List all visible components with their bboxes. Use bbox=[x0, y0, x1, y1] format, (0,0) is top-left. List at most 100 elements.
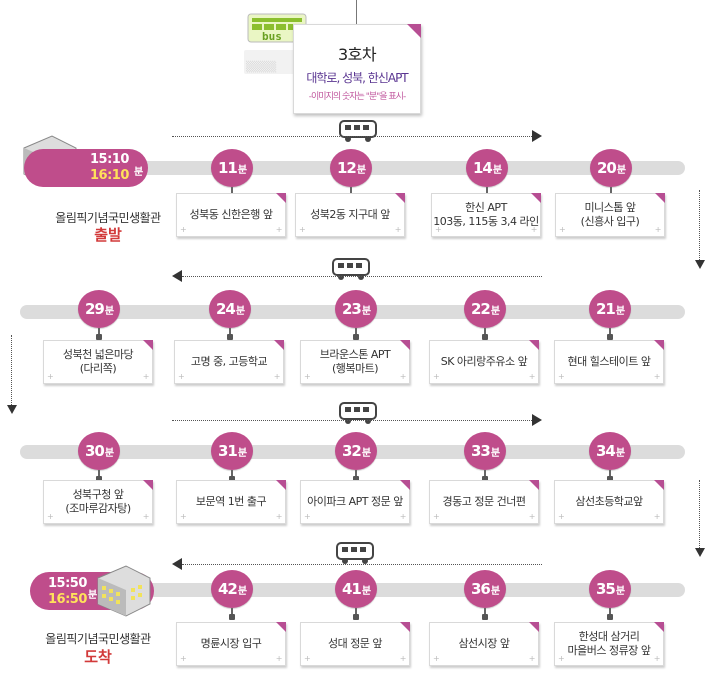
card-fold-corner bbox=[276, 193, 286, 203]
stop-label-card: 브라운스톤 APT (행복마트) + + bbox=[300, 340, 410, 384]
stop-minutes-unit: 분 bbox=[237, 164, 247, 176]
plus-mark-icon: + bbox=[304, 372, 311, 381]
plus-mark-icon: + bbox=[178, 372, 185, 381]
stop-minutes: 14 bbox=[472, 159, 493, 177]
departure-time-1: 15:10 bbox=[90, 152, 129, 167]
plus-mark-icon: + bbox=[653, 512, 661, 521]
plus-mark-icon: + bbox=[275, 654, 283, 663]
stop-stem bbox=[484, 328, 486, 335]
arrival-time-1: 15:50 bbox=[48, 576, 87, 591]
bus-sign-text: bus bbox=[262, 30, 282, 43]
stop-minutes-unit: 분 bbox=[361, 585, 371, 597]
route-description: 대학로, 성북, 한신APT bbox=[306, 71, 408, 85]
stop-stem bbox=[609, 608, 611, 615]
card-fold-corner bbox=[400, 340, 410, 350]
building-icon bbox=[97, 565, 151, 617]
stop-label-card: 성북구청 앞 (조마루감자탕) + + bbox=[43, 480, 153, 524]
stop-minutes-badge: 29 분 bbox=[78, 290, 120, 328]
stop-minutes: 24 bbox=[215, 300, 236, 318]
stop-pin-icon bbox=[353, 614, 359, 620]
route-header-card: 3호차 대학로, 성북, 한신APT -이미지의 숫자는 "분"을 표시- bbox=[293, 24, 421, 114]
arrow-left-icon bbox=[172, 558, 182, 570]
stop-label-card: 한신 APT 103동, 115동 3,4 라인 + + bbox=[431, 193, 541, 237]
card-fold-corner bbox=[400, 622, 410, 632]
stop-minutes-badge: 36 분 bbox=[464, 570, 506, 608]
stop-pin-icon bbox=[482, 614, 488, 620]
stop-stem bbox=[484, 608, 486, 615]
stop-label-card: 아이파크 APT 정문 앞 + + bbox=[300, 480, 410, 524]
plus-mark-icon: + bbox=[273, 372, 281, 381]
stop-stem bbox=[355, 328, 357, 335]
stop-minutes-badge: 32 분 bbox=[335, 432, 377, 470]
stop-minutes: 31 bbox=[217, 442, 238, 460]
stop-minutes-badge: 21 분 bbox=[589, 290, 631, 328]
plus-mark-icon: + bbox=[180, 654, 187, 663]
stop-minutes-unit: 분 bbox=[615, 305, 625, 317]
bus-icon bbox=[332, 258, 370, 280]
plus-mark-icon: + bbox=[304, 654, 311, 663]
stop-minutes-unit: 분 bbox=[615, 447, 625, 459]
stop-minutes: 20 bbox=[596, 159, 617, 177]
stop-name: 미니스톱 앞 (신흥사 입구) bbox=[580, 201, 640, 228]
stop-label-card: 고명 중, 고등학교 + + bbox=[174, 340, 284, 384]
plus-mark-icon: + bbox=[654, 225, 662, 234]
stop-stem bbox=[350, 187, 352, 194]
direction-line-1 bbox=[172, 136, 532, 137]
stop-pin-icon bbox=[482, 476, 488, 482]
svg-text:▒▒▒▒▒: ▒▒▒▒▒ bbox=[246, 60, 277, 73]
stop-minutes: 22 bbox=[470, 300, 491, 318]
card-fold-corner bbox=[655, 193, 665, 203]
arrival-time-2: 16:50 bbox=[48, 592, 87, 607]
arrival-status: 도착 bbox=[84, 648, 112, 666]
stop-name: 삼선시장 앞 bbox=[458, 637, 510, 650]
stop-stem bbox=[609, 470, 611, 477]
arrival-place: 올림픽기념국민생활관 bbox=[45, 632, 151, 646]
stop-pin-icon bbox=[229, 614, 235, 620]
stop-name: 현대 힐스테이트 앞 bbox=[567, 355, 651, 368]
arrow-down-icon bbox=[695, 548, 705, 557]
stop-minutes: 12 bbox=[336, 159, 357, 177]
arrow-down-icon bbox=[695, 260, 705, 269]
arrow-down-icon bbox=[7, 405, 17, 414]
stop-name: 성북구청 앞 (조마루감자탕) bbox=[65, 488, 131, 515]
stop-minutes-badge: 34 분 bbox=[589, 432, 631, 470]
stop-minutes-badge: 20 분 bbox=[590, 149, 632, 187]
plus-mark-icon: + bbox=[399, 512, 407, 521]
card-fold-corner bbox=[654, 340, 664, 350]
card-fold-corner bbox=[395, 193, 405, 203]
stop-minutes: 41 bbox=[341, 580, 362, 598]
stop-minutes-unit: 분 bbox=[104, 305, 114, 317]
departure-place: 올림픽기념국민생활관 bbox=[55, 211, 161, 225]
arrival-unit: 분 bbox=[88, 590, 98, 601]
stop-pin-icon bbox=[353, 334, 359, 340]
stop-minutes-badge: 31 분 bbox=[211, 432, 253, 470]
plus-mark-icon: + bbox=[275, 512, 283, 521]
stop-name: 성북천 넓은마당 (다리쪽) bbox=[62, 348, 134, 375]
stop-label-card: 한성대 삼거리 마을버스 정류장 앞 + + bbox=[554, 622, 664, 666]
plus-mark-icon: + bbox=[558, 654, 565, 663]
card-fold-corner bbox=[276, 480, 286, 490]
plus-mark-icon: + bbox=[180, 225, 187, 234]
stop-label-card: 성대 정문 앞 + + bbox=[300, 622, 410, 666]
stop-minutes-unit: 분 bbox=[361, 305, 371, 317]
plus-mark-icon: + bbox=[47, 372, 54, 381]
plus-mark-icon: + bbox=[180, 512, 187, 521]
plus-mark-icon: + bbox=[433, 372, 440, 381]
stop-name: 아이파크 APT 정문 앞 bbox=[307, 495, 403, 508]
card-fold-corner bbox=[529, 340, 539, 350]
stop-name: 고명 중, 고등학교 bbox=[190, 355, 268, 368]
stop-name: 경동고 정문 건너편 bbox=[442, 495, 526, 508]
connector-right-2 bbox=[699, 480, 700, 550]
card-fold-corner bbox=[143, 340, 153, 350]
stop-pin-icon bbox=[96, 476, 102, 482]
plus-mark-icon: + bbox=[653, 372, 661, 381]
stop-label-card: 성북2동 지구대 앞 + + bbox=[295, 193, 405, 237]
stop-label-card: 보문역 1번 출구 + + bbox=[176, 480, 286, 524]
plus-mark-icon: + bbox=[399, 654, 407, 663]
stop-label-card: 삼선초등학교앞 + + bbox=[554, 480, 664, 524]
stop-pin-icon bbox=[482, 334, 488, 340]
stop-pin-icon bbox=[607, 476, 613, 482]
stop-name: SK 아리랑주유소 앞 bbox=[440, 355, 528, 368]
plus-mark-icon: + bbox=[528, 512, 536, 521]
plus-mark-icon: + bbox=[433, 654, 440, 663]
